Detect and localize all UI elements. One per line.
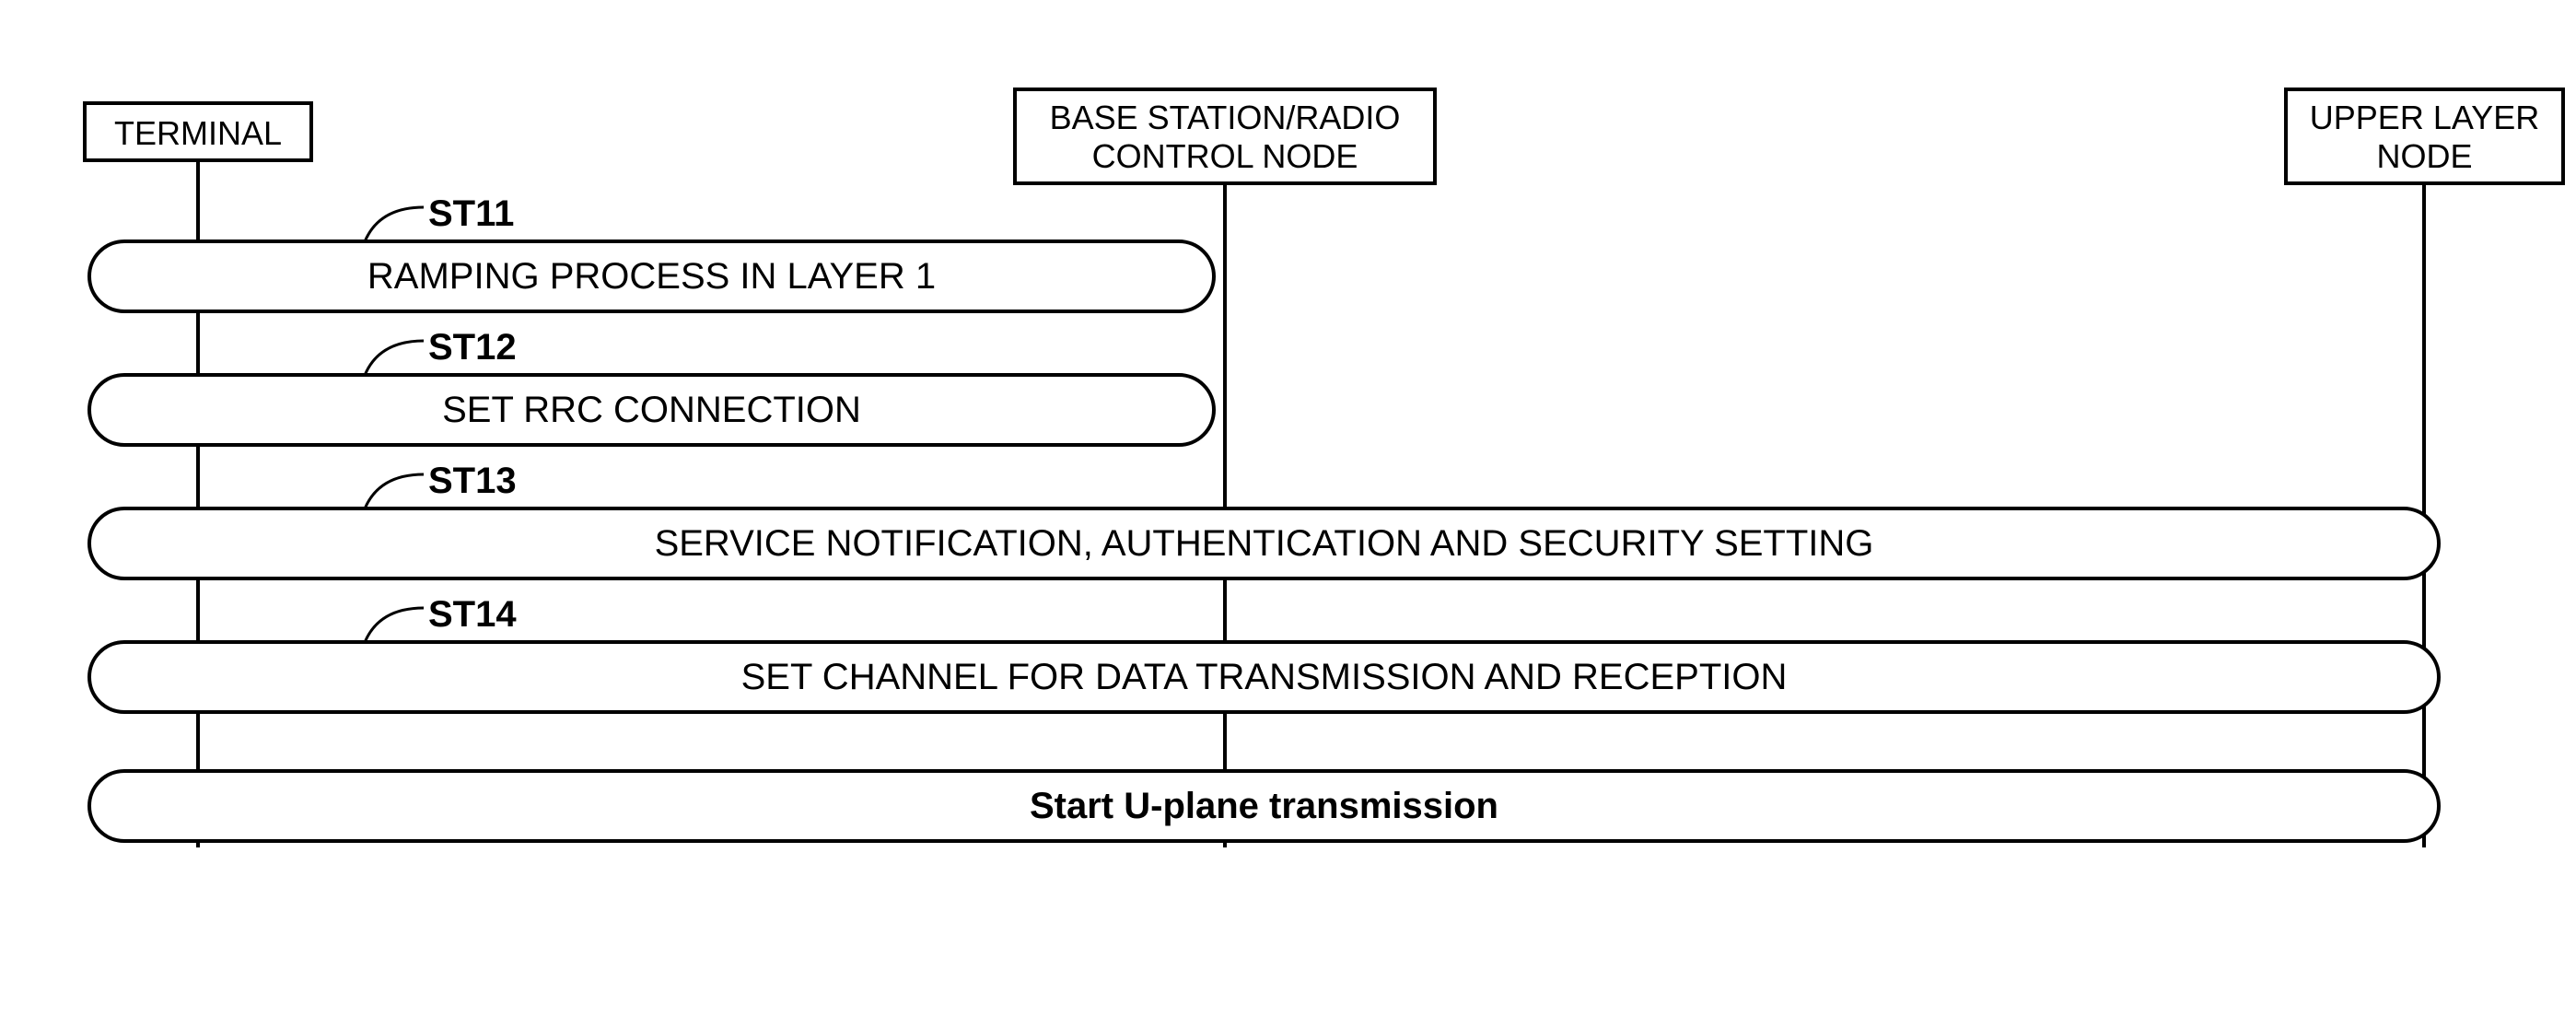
step-id-st12: ST12 [428,327,517,368]
step-label-st13: SERVICE NOTIFICATION, AUTHENTICATION AND… [655,523,1874,565]
step-bar-final: Start U-plane transmission [87,769,2441,843]
actor-basestation-label-1: BASE STATION/RADIO [1050,99,1401,136]
step-label-st12: SET RRC CONNECTION [442,390,861,431]
step-bar-st14: SET CHANNEL FOR DATA TRANSMISSION AND RE… [87,640,2441,714]
leader-st13 [364,470,428,511]
step-id-st14: ST14 [428,594,517,636]
actor-upper-label-2: NODE [2376,137,2472,175]
leader-st11 [364,203,428,244]
step-label-st14: SET CHANNEL FOR DATA TRANSMISSION AND RE… [741,657,1788,698]
leader-st14 [364,603,428,645]
actor-basestation-label-2: CONTROL NODE [1092,137,1358,175]
actor-upper-label-1: UPPER LAYER [2310,99,2539,136]
step-id-st13: ST13 [428,461,517,502]
sequence-diagram: TERMINAL BASE STATION/RADIO CONTROL NODE… [0,0,2576,1028]
step-label-final: Start U-plane transmission [1030,786,1498,827]
actor-terminal-label: TERMINAL [114,114,282,152]
actor-basestation: BASE STATION/RADIO CONTROL NODE [1013,88,1437,185]
step-bar-st13: SERVICE NOTIFICATION, AUTHENTICATION AND… [87,507,2441,580]
step-label-st11: RAMPING PROCESS IN LAYER 1 [367,256,936,298]
actor-terminal: TERMINAL [83,101,313,162]
actor-upper: UPPER LAYER NODE [2284,88,2565,185]
step-bar-st11: RAMPING PROCESS IN LAYER 1 [87,239,1216,313]
leader-st12 [364,336,428,378]
step-id-st11: ST11 [428,193,514,235]
step-bar-st12: SET RRC CONNECTION [87,373,1216,447]
